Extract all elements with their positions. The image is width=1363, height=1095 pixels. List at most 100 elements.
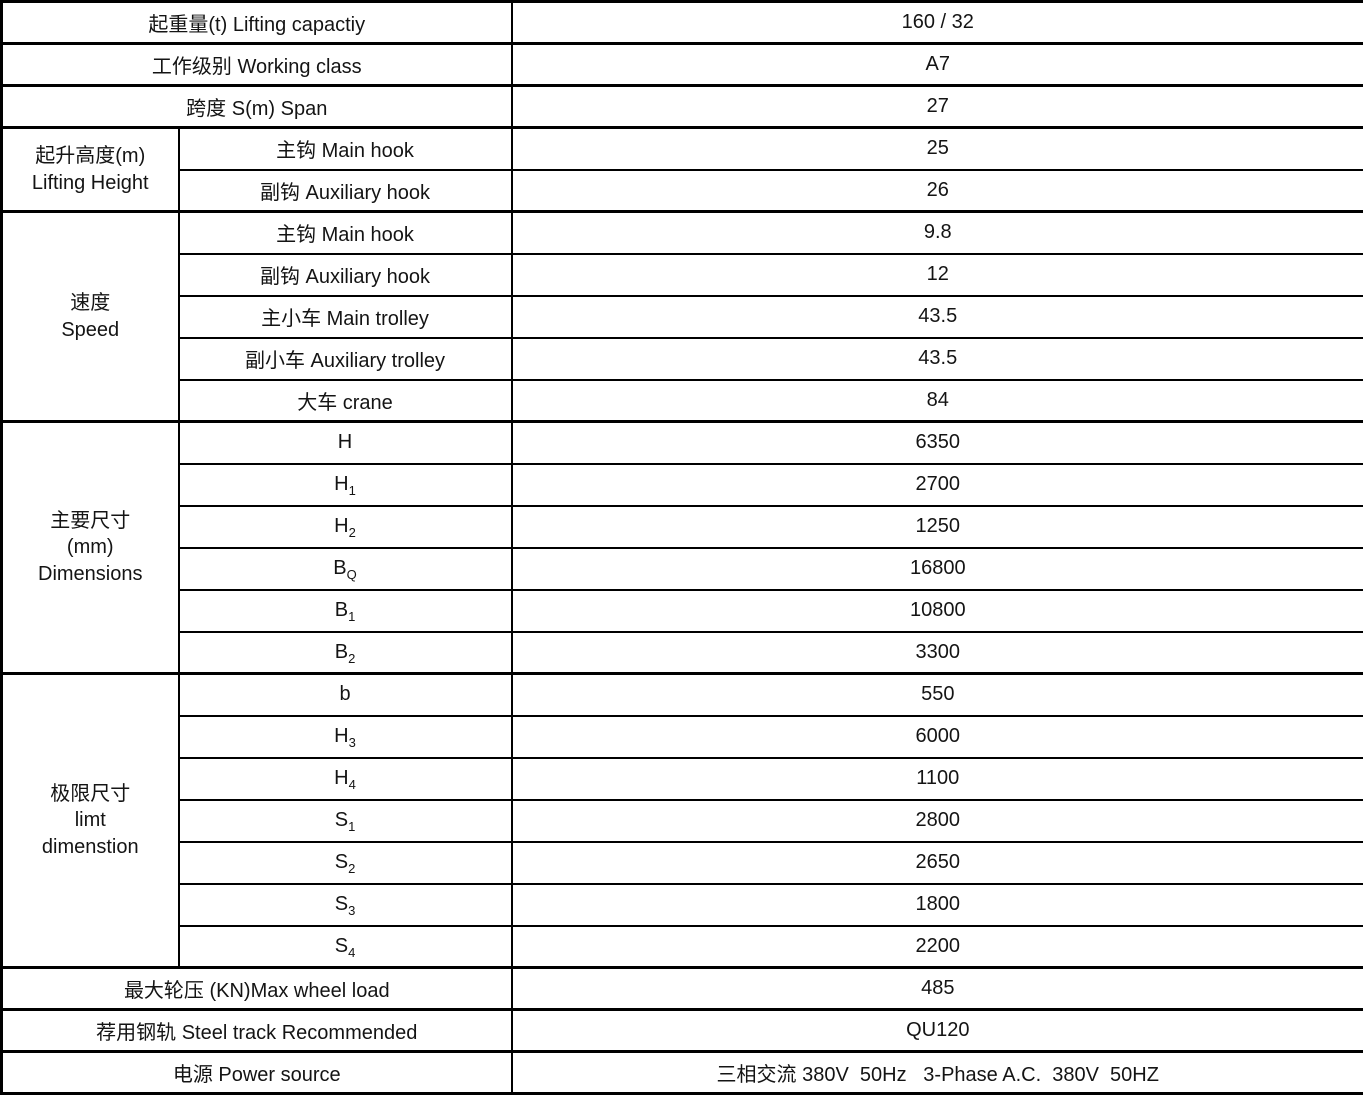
row-label-text: H [334, 767, 348, 789]
row-label-text: H [334, 473, 348, 495]
row-label-text: S [335, 893, 348, 915]
row-value-s4: 2200 [512, 926, 1363, 968]
row-label-h2: H2 [179, 506, 512, 548]
row-value-b1: 10800 [512, 590, 1363, 632]
row-label-b1: B1 [179, 590, 512, 632]
row-value-main-hook: 25 [512, 128, 1363, 170]
row-label-bq: BQ [179, 548, 512, 590]
row-value-crane: 84 [512, 380, 1363, 422]
group-label-line: limt [9, 807, 172, 833]
row-label-text: B [335, 641, 348, 663]
row-label-text: S [335, 809, 348, 831]
row-value-s2: 2650 [512, 842, 1363, 884]
group-label-line: Speed [9, 317, 172, 343]
row-value-auxiliary-trolley: 43.5 [512, 338, 1363, 380]
row-label-auxiliary-trolley: 副小车 Auxiliary trolley [179, 338, 512, 380]
group-label-line: 主要尺寸 [9, 508, 172, 534]
row-label-main-hook: 主钩 Main hook [179, 212, 512, 254]
row-value-power-source: 三相交流 380V 50Hz 3-Phase A.C. 380V 50HZ [512, 1052, 1363, 1094]
row-label-h1: H1 [179, 464, 512, 506]
row-value-h2: 1250 [512, 506, 1363, 548]
row-label-span: 跨度 S(m) Span [2, 86, 512, 128]
group-label-line: Dimensions [9, 561, 172, 587]
row-label-text: H [338, 431, 352, 453]
row-label-h3: H3 [179, 716, 512, 758]
row-label-auxiliary-hook: 副钩 Auxiliary hook [179, 170, 512, 212]
table-row: 副钩 Auxiliary hook 12 [2, 254, 1363, 296]
group-label-line: (mm) [9, 534, 172, 560]
row-label-s1: S1 [179, 800, 512, 842]
row-value-bq: 16800 [512, 548, 1363, 590]
row-label-subscript: 4 [349, 777, 356, 792]
table-row: 副小车 Auxiliary trolley 43.5 [2, 338, 1363, 380]
row-label-subscript: 2 [348, 651, 355, 666]
row-label-subscript: 3 [348, 903, 355, 918]
group-label-line: 速度 [9, 290, 172, 316]
row-value-span: 27 [512, 86, 1363, 128]
row-label-text: 副钩 Auxiliary hook [260, 266, 430, 288]
row-value-lifting-capacity: 160 / 32 [512, 2, 1363, 44]
row-label-working-class: 工作级别 Working class [2, 44, 512, 86]
row-label-s2: S2 [179, 842, 512, 884]
row-label-subscript: 4 [348, 945, 355, 960]
row-label-s4: S4 [179, 926, 512, 968]
row-value-s3: 1800 [512, 884, 1363, 926]
row-label-text: S [335, 935, 348, 957]
row-value-b2: 3300 [512, 632, 1363, 674]
row-label-main-trolley: 主小车 Main trolley [179, 296, 512, 338]
row-label-text: 主小车 Main trolley [261, 308, 429, 330]
table-row: H4 1100 [2, 758, 1363, 800]
row-value-h: 6350 [512, 422, 1363, 464]
row-label-s3: S3 [179, 884, 512, 926]
table-row: 主小车 Main trolley 43.5 [2, 296, 1363, 338]
row-value-auxiliary-hook: 12 [512, 254, 1363, 296]
row-value-max-wheel-load: 485 [512, 968, 1363, 1010]
group-label-line: dimenstion [9, 834, 172, 860]
row-value-main-hook: 9.8 [512, 212, 1363, 254]
row-label-lifting-capacity: 起重量(t) Lifting capactiy [2, 2, 512, 44]
row-label-text: 主钩 Main hook [276, 224, 414, 246]
row-value-h1: 2700 [512, 464, 1363, 506]
row-label-h: H [179, 422, 512, 464]
row-value-b: 550 [512, 674, 1363, 716]
row-value-h4: 1100 [512, 758, 1363, 800]
row-label-text: H [334, 725, 348, 747]
row-label-steel-track: 荐用钢轨 Steel track Recommended [2, 1010, 512, 1052]
row-value-main-trolley: 43.5 [512, 296, 1363, 338]
row-value-auxiliary-hook: 26 [512, 170, 1363, 212]
row-label-crane: 大车 crane [179, 380, 512, 422]
row-label-text: 副小车 Auxiliary trolley [245, 350, 445, 372]
row-label-subscript: 1 [348, 609, 355, 624]
row-label-auxiliary-hook: 副钩 Auxiliary hook [179, 254, 512, 296]
row-label-b2: B2 [179, 632, 512, 674]
group-cell-lifting-height: 起升高度(m)Lifting Height [2, 128, 179, 212]
row-value-s1: 2800 [512, 800, 1363, 842]
row-label-max-wheel-load: 最大轮压 (KN)Max wheel load [2, 968, 512, 1010]
group-label-line: Lifting Height [9, 170, 172, 196]
row-label-subscript: 3 [349, 735, 356, 750]
row-label-power-source: 电源 Power source [2, 1052, 512, 1094]
group-label-line: 起升高度(m) [9, 143, 172, 169]
row-label-text: 副钩 Auxiliary hook [260, 182, 430, 204]
row-label-text: S [335, 851, 348, 873]
table-row: 副钩 Auxiliary hook 26 [2, 170, 1363, 212]
row-label-text: 大车 crane [297, 392, 393, 414]
row-label-subscript: 2 [348, 861, 355, 876]
